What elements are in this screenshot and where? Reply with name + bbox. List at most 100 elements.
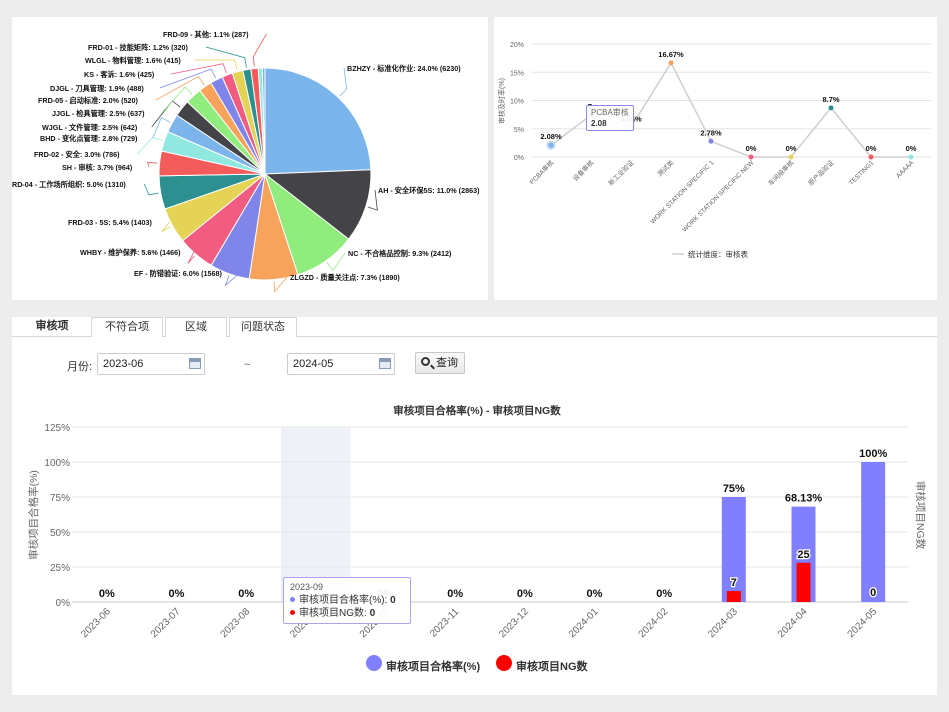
bar-tooltip-line2: 审核项目NG数: 0 [290,607,404,620]
calendar-icon[interactable] [379,358,391,369]
pie-label-connector [171,63,227,75]
line-ytick-label: 5% [514,127,524,134]
calendar-icon[interactable] [189,358,201,369]
line-tooltip-value: 2.08 [591,119,607,128]
line-category-label: 车间级审核 [766,158,796,188]
pie-label-connector [152,116,171,139]
pie-slice-label: BZHZY - 标准化作业: 24.0% (6230) [347,64,461,73]
line-category-label: PCBA审核 [527,158,555,186]
bar-tooltip-title: 2023-09 [290,582,324,592]
line-category-label: WORK STATION SPECIFIC 1 [649,159,715,225]
pie-slice-label: FRD-02 - 安全: 3.0% (786) [34,150,120,159]
pie-label-connector [155,76,205,101]
line-y-axis-title: 审核及时率(%) [497,78,506,124]
line-ytick-label: 15% [510,70,524,77]
pie-slice-label: WLGL - 物料管理: 1.6% (415) [85,56,181,65]
line-value-label: 0% [906,144,917,153]
pie-slice-label: AH - 安全环保5S: 11.0% (2863) [378,186,480,195]
line-tooltip-title: PCBA审核 [591,108,629,117]
pie-slice-label: FRD-05 - 启动标准: 2.0% (520) [38,96,138,105]
pie-chart: BZHZY - 标准化作业: 24.0% (6230) AH - 安全环保5S: … [12,30,480,293]
pie-slice[interactable] [263,169,372,240]
line-point[interactable] [788,154,794,160]
pie-slice-label: KS - 客诉: 1.6% (425) [84,70,155,79]
pie-label-connector [194,59,238,70]
line-point[interactable] [828,105,834,111]
pie-label-connector [339,67,348,97]
line-category-label: 设备审核 [571,158,596,183]
line-point[interactable] [908,154,914,160]
line-category-label: 测试类 [655,158,676,179]
line-value-label: 2.78% [700,128,722,137]
pie-slice[interactable] [264,67,372,175]
tab-area[interactable]: 区域 [165,317,227,337]
end-month-input[interactable]: 2024-05 [287,353,395,375]
pie-slice[interactable] [261,67,266,175]
line-category-label: TESTING1 [848,159,876,187]
line-category-label: 新工业验证 [606,158,636,188]
pie-label-connector [224,272,240,287]
pie-slice-label: NC - 不合格品控制: 9.3% (2412) [348,249,452,258]
tab-issue-status[interactable]: 问题状态 [229,317,297,337]
pie-slice-label: ZLGZD - 质量关注点: 7.3% (1890) [290,273,400,282]
line-category-label: 原产品验证 [806,158,836,188]
line-category-label: WORK STATION SPECIFIC NEW [681,159,756,234]
line-value-label: 16.67% [658,50,684,59]
line-category-label: AAAAA [895,159,916,180]
pie-slice-label: BHD - 变化点管理: 2.8% (729) [40,134,138,143]
line-value-label: 2.08% [540,132,562,141]
pie-slice-label: DJGL - 刀具管理: 1.9% (488) [50,84,144,93]
pie-label-connector [159,68,216,89]
pie-slice-label: WHBY - 维护保养: 5.6% (1466) [80,248,181,257]
pie-label-connector [147,161,158,168]
pie-label-connector [252,33,267,67]
pie-slice-label: FRD-03 - 5S: 5.4% (1403) [68,218,152,227]
pie-label-connector [137,137,163,155]
bar-tooltip-label2: 审核项目NG数: [299,608,367,619]
pie-label-connector [326,252,346,272]
line-legend-label[interactable]: 统计维度：审核表 [688,249,748,259]
query-button-label: 查询 [436,357,458,369]
bar-tooltip-line1: 审核项目合格率(%): 0 [290,594,404,607]
line-value-label: 8.7% [822,95,839,104]
pie-label-connector [143,183,159,196]
range-separator: ~ [244,359,251,371]
pie-label-connector [367,189,378,211]
pie-slice-label: FRD-09 - 其他: 1.1% (287) [163,30,249,39]
pie-label-connector [273,276,288,293]
line-value-label: 0% [866,144,877,153]
bar-tooltip-value2: 0 [369,608,376,619]
line-ytick-label: 20% [510,42,524,49]
audit-stats-panel [12,317,937,695]
query-button[interactable]: 查询 [415,352,465,374]
line-chart-panel: 20%15%10%5%0%审核及时率(%)2.08%PCBA审核7.设备审核5.… [494,17,937,300]
line-value-label: 0% [786,144,797,153]
pie-label-connector [161,86,193,114]
tab-bar: 审核项 不符合项 区域 问题状态 [12,317,937,337]
line-ytick-label: 0% [514,155,524,162]
line-value-label: 0% [746,144,757,153]
line-point[interactable] [668,60,674,66]
pie-slice-label: FRD-01 - 技能矩阵: 1.2% (320) [88,43,188,52]
line-point[interactable] [546,140,556,150]
pie-slice-label: RD-04 - 工作场所组织: 5.0% (1310) [12,180,126,189]
pie-slice-label: SH - 审核: 3.7% (964) [62,163,133,172]
bar-tooltip-value1: 0 [390,595,396,606]
tab-audit-item[interactable]: 审核项 [35,320,69,332]
pie-slice-label: JJGL - 检具管理: 2.5% (637) [52,109,145,118]
month-label: 月份: [67,361,93,373]
line-chart: 20%15%10%5%0%审核及时率(%)2.08%PCBA审核7.设备审核5.… [497,42,931,259]
pie-chart-panel: BZHZY - 标准化作业: 24.0% (6230) AH - 安全环保5S: … [12,17,488,300]
pie-label-connector [187,251,195,264]
start-month-input[interactable]: 2023-06 [97,353,205,375]
start-month-value: 2023-06 [103,358,144,370]
line-point[interactable] [868,154,874,160]
line-point[interactable] [748,154,754,160]
tab-nonconformity[interactable]: 不符合项 [91,317,163,337]
line-point[interactable] [708,138,714,144]
pie-slice-label: EF - 防错验证: 6.0% (1568) [134,269,222,278]
line-tooltip: PCBA审核 2.08 [586,105,634,131]
bar-tooltip: 2023-09 审核项目合格率(%): 0 审核项目NG数: 0 [283,577,411,624]
search-icon [421,357,430,366]
pie-slice-label: WJGL - 文件管理: 2.5% (642) [42,123,138,132]
